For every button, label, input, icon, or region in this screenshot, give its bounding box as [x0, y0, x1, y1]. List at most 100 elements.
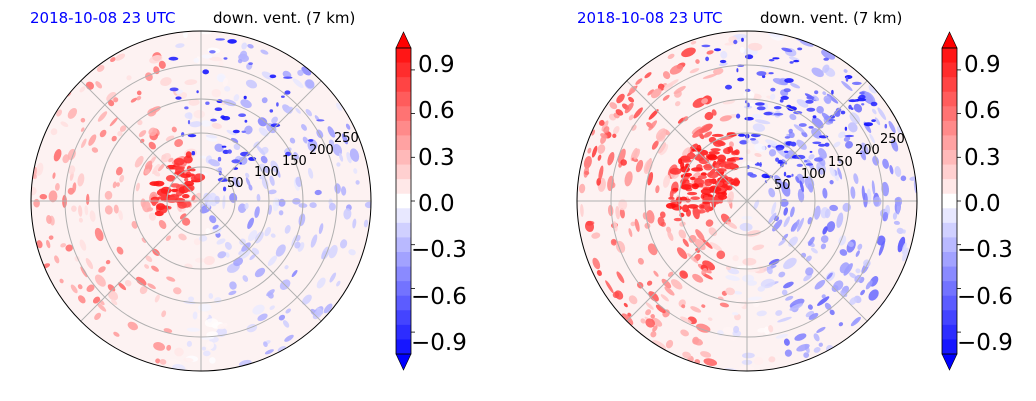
field-cell — [256, 193, 261, 202]
field-cell — [784, 136, 791, 139]
field-cell — [119, 174, 125, 183]
field-cell — [707, 154, 718, 161]
field-cell — [878, 241, 885, 256]
field-cell — [177, 202, 187, 209]
field-cell — [667, 230, 674, 241]
field-cell — [310, 234, 318, 248]
radial-label-250: 250 — [880, 132, 905, 147]
field-cell — [782, 233, 789, 241]
field-cell — [144, 168, 150, 175]
field-cell — [31, 186, 37, 196]
field-cell — [119, 125, 127, 132]
field-cell — [202, 69, 209, 75]
field-cell — [193, 238, 201, 246]
field-cell — [168, 56, 179, 61]
colorbar-level — [942, 179, 957, 195]
field-cell — [56, 109, 63, 117]
field-cell — [745, 54, 754, 60]
field-cell — [237, 58, 243, 64]
cbar-tick-neg0.9: −0.9 — [957, 330, 1013, 356]
field-cell — [855, 250, 860, 257]
field-cell — [690, 196, 700, 200]
field-cell — [694, 238, 706, 251]
field-cell — [778, 238, 787, 246]
field-cell — [171, 126, 177, 133]
field-cell — [796, 99, 809, 108]
colorbar-level — [396, 120, 411, 136]
field-cell — [113, 331, 120, 337]
field-cell — [855, 268, 861, 274]
colorbar-level — [942, 237, 957, 253]
field-cell — [804, 159, 808, 163]
field-cell — [813, 333, 820, 342]
grid-spoke — [746, 80, 868, 202]
field-cell — [822, 91, 827, 96]
field-cell — [788, 128, 793, 134]
field-cell — [823, 95, 832, 104]
field-cell — [811, 117, 824, 129]
field-cell — [109, 117, 119, 127]
field-cell — [739, 46, 745, 53]
colorbar-extend-max — [395, 31, 412, 49]
field-cell — [161, 310, 167, 318]
field-cell — [260, 49, 269, 55]
field-cell — [338, 152, 344, 162]
field-cell — [744, 116, 754, 121]
field-cell — [222, 77, 229, 87]
field-cell — [630, 221, 636, 227]
field-cell — [631, 124, 637, 131]
field-cell — [278, 210, 284, 216]
panel-1-title-left: 2018-10-08 23 UTC — [30, 9, 176, 27]
field-cell — [113, 204, 119, 214]
field-cell — [659, 211, 666, 219]
field-cell — [195, 257, 205, 263]
field-cell — [720, 50, 728, 59]
field-cell — [77, 284, 83, 290]
field-cell — [821, 294, 826, 299]
field-cell — [195, 35, 200, 42]
field-cell — [309, 202, 317, 209]
field-cell — [48, 235, 54, 240]
field-cell — [48, 190, 58, 203]
field-cell — [808, 312, 819, 320]
field-cell — [708, 227, 718, 237]
colorbar-level — [942, 91, 957, 107]
field-cell — [624, 102, 634, 114]
field-cell — [820, 243, 827, 250]
cbar-tick-0.3: 0.3 — [964, 145, 1001, 171]
field-cell — [808, 236, 815, 246]
field-cell — [645, 309, 652, 316]
field-cell — [877, 107, 887, 121]
field-cell — [155, 358, 161, 364]
radial-label-150: 150 — [828, 155, 853, 170]
field-cell — [645, 302, 654, 310]
field-cell — [812, 141, 822, 145]
field-cell — [620, 159, 628, 166]
panel-1-title-right: down. vent. (7 km) — [213, 9, 355, 27]
field-cell — [816, 106, 824, 114]
field-cell — [200, 202, 208, 208]
field-cell — [665, 202, 676, 209]
field-cell — [655, 185, 660, 194]
field-cell — [598, 119, 605, 126]
field-cell — [820, 235, 829, 243]
field-cell — [701, 267, 708, 276]
field-cell — [761, 173, 770, 179]
field-cell — [178, 233, 187, 241]
field-cell — [633, 107, 643, 119]
field-cell — [894, 166, 902, 177]
field-cell — [85, 258, 94, 270]
field-cell — [775, 157, 780, 162]
field-cell — [191, 194, 196, 202]
field-cell — [692, 273, 704, 283]
field-cell — [226, 129, 237, 136]
field-cell — [856, 98, 867, 102]
field-cell — [596, 270, 602, 276]
field-cell — [806, 107, 816, 112]
field-cell — [628, 114, 634, 121]
field-cell — [200, 120, 212, 127]
field-cell — [796, 139, 807, 150]
field-cell — [805, 163, 814, 166]
field-cell — [780, 181, 791, 197]
field-cell — [283, 76, 293, 79]
